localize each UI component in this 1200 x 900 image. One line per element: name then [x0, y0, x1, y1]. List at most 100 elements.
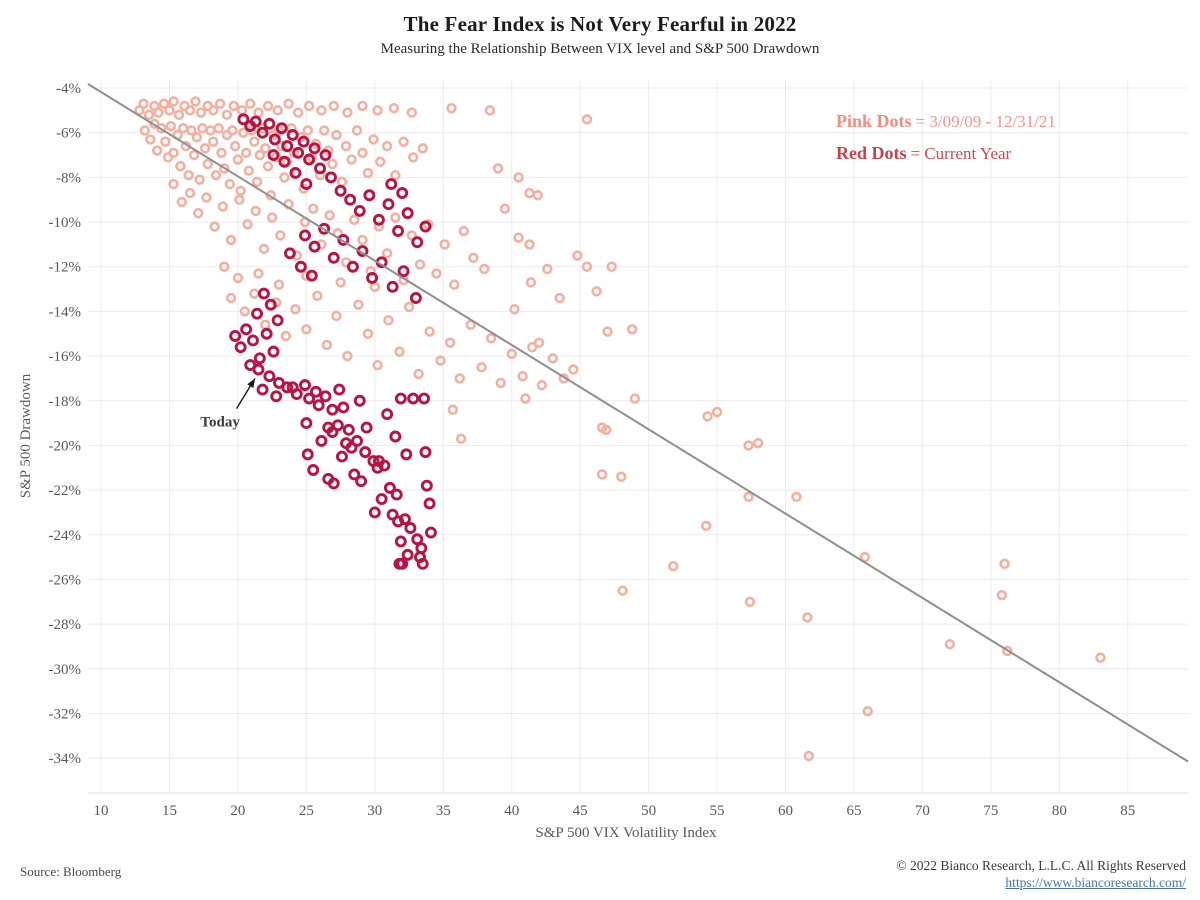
pink-dot [743, 491, 754, 503]
red-dot [247, 334, 259, 347]
pink-dot [353, 299, 364, 310]
red-dot [375, 493, 388, 505]
x-tick-label: 60 [778, 803, 793, 819]
footer-link[interactable]: https://www.biancoresearch.com/ [1005, 875, 1186, 890]
pink-dot [188, 149, 200, 161]
pink-dot [191, 131, 203, 143]
pink-dot [194, 174, 205, 185]
pink-dot [517, 370, 528, 382]
red-dot [331, 419, 344, 432]
pink-dot [221, 109, 233, 121]
pink-dot [414, 259, 426, 270]
pink-dot [249, 136, 260, 147]
pink-dot [492, 163, 504, 174]
red-dot [253, 352, 266, 365]
red-dot [363, 189, 376, 202]
pink-dot [213, 123, 224, 134]
pink-dot [183, 169, 194, 181]
pink-dot [308, 203, 319, 214]
red-dot [267, 345, 280, 358]
pink-dot [177, 123, 189, 134]
pink-dot [600, 424, 612, 435]
red-dot [300, 417, 313, 430]
pink-dot [572, 250, 583, 261]
pink-dot [216, 147, 227, 159]
pink-dot [324, 210, 335, 221]
red-dot [270, 390, 283, 403]
red-dot [351, 435, 363, 447]
pink-dot [280, 330, 292, 342]
pink-dot [153, 107, 164, 118]
pink-dot [602, 326, 613, 337]
pink-dot [525, 277, 537, 288]
pink-dot [403, 301, 415, 313]
pink-dot [214, 98, 226, 109]
pink-dot [254, 149, 266, 161]
pink-dot [316, 105, 327, 116]
pink-dot [251, 176, 263, 188]
red-dot [299, 229, 311, 242]
y-tick-label: -16% [49, 349, 82, 365]
pink-dot [168, 96, 179, 107]
red-dot [263, 370, 276, 383]
pink-dot [547, 353, 558, 364]
pink-dot [143, 109, 155, 121]
pink-dot [302, 125, 313, 136]
pink-dot [368, 134, 379, 145]
x-tick-label: 20 [230, 803, 245, 819]
x-tick-label: 80 [1052, 803, 1067, 819]
red-dot [264, 298, 277, 311]
pink-dot [219, 163, 230, 174]
pink-dot [149, 118, 160, 129]
red-dot [240, 323, 253, 336]
red-dot [353, 394, 366, 407]
today-label: Today [200, 414, 240, 430]
pink-dot [312, 290, 323, 301]
pink-dot [743, 440, 754, 451]
pink-dot [381, 248, 393, 259]
pink-dot [996, 589, 1008, 601]
pink-dot [454, 373, 465, 384]
pink-dot [346, 154, 357, 165]
pink-dot [449, 279, 460, 290]
y-tick-label: -18% [49, 394, 82, 410]
pink-dot [225, 292, 237, 304]
pink-dot [365, 266, 376, 277]
red-dot [366, 271, 379, 284]
red-dot [307, 464, 320, 476]
legend-pink-label: Pink Dots [836, 111, 912, 131]
pink-dot [283, 98, 294, 109]
pink-dot [235, 185, 246, 196]
pink-dot [236, 105, 248, 116]
pink-dot [224, 178, 235, 190]
x-tick-label: 45 [573, 803, 588, 819]
pink-dot [513, 172, 524, 183]
x-axis-title: S&P 500 VIX Volatility Index [535, 825, 717, 841]
pink-dot [165, 120, 177, 132]
red-dot [315, 435, 328, 447]
pink-dot [862, 706, 873, 717]
pink-dot [327, 158, 338, 170]
chart-subtitle: Measuring the Relationship Between VIX l… [380, 41, 820, 57]
red-dot [300, 178, 313, 191]
pink-dot [328, 100, 339, 112]
red-dot [314, 162, 326, 175]
pink-dot [197, 123, 208, 134]
x-tick-label: 35 [436, 803, 451, 819]
red-dot [305, 269, 318, 282]
footer-right: © 2022 Bianco Research, L.L.C. All Right… [896, 857, 1186, 891]
red-dot [292, 146, 305, 159]
pink-dot [245, 98, 256, 109]
pink-dot [239, 306, 250, 317]
pink-dot [335, 277, 346, 288]
pink-dot [791, 491, 802, 503]
pink-dot [554, 292, 565, 304]
pink-dot [314, 169, 326, 181]
red-dot [308, 240, 321, 253]
pink-dot [476, 362, 487, 373]
pink-dot [219, 261, 230, 272]
red-dot [424, 526, 437, 539]
red-dot [257, 287, 270, 300]
y-tick-label: -12% [49, 260, 82, 276]
red-dot [289, 166, 302, 179]
